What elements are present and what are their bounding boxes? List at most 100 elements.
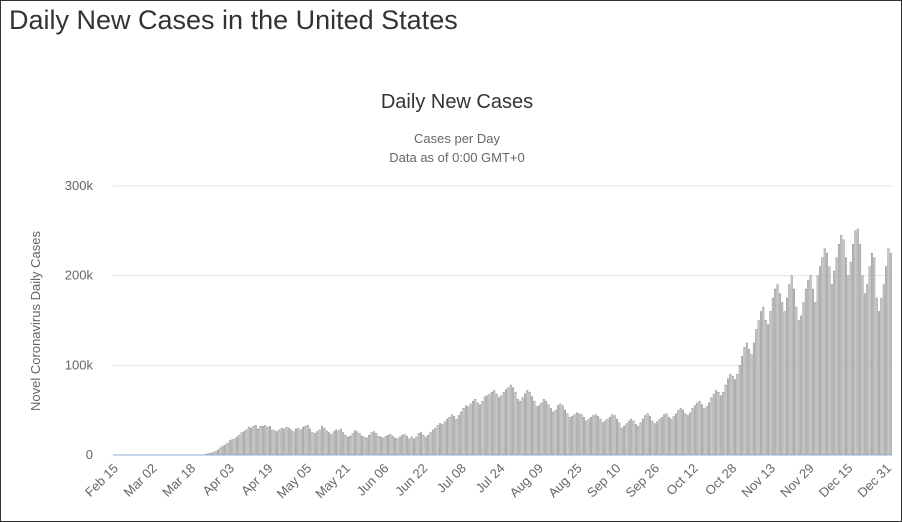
bar[interactable] xyxy=(767,324,770,456)
bar[interactable] xyxy=(365,437,368,456)
bar[interactable] xyxy=(859,243,862,456)
bar[interactable] xyxy=(873,257,876,456)
bar[interactable] xyxy=(483,396,486,456)
bar[interactable] xyxy=(627,420,630,456)
bar[interactable] xyxy=(734,379,736,456)
bar[interactable] xyxy=(502,391,505,456)
bar[interactable] xyxy=(457,415,460,456)
bar[interactable] xyxy=(320,426,323,456)
bar[interactable] xyxy=(821,257,824,456)
bar[interactable] xyxy=(594,414,597,456)
bar[interactable] xyxy=(705,406,708,456)
bar[interactable] xyxy=(269,426,271,456)
bar[interactable] xyxy=(830,284,833,456)
bar[interactable] xyxy=(625,423,628,456)
bar[interactable] xyxy=(507,387,510,456)
bar[interactable] xyxy=(387,434,389,456)
bar[interactable] xyxy=(523,393,526,456)
bar[interactable] xyxy=(309,428,312,456)
bar[interactable] xyxy=(417,433,420,456)
bar[interactable] xyxy=(771,297,774,456)
bar[interactable] xyxy=(670,418,673,456)
bar[interactable] xyxy=(807,279,810,456)
bar[interactable] xyxy=(597,416,600,456)
bar[interactable] xyxy=(854,230,857,456)
bar[interactable] xyxy=(271,429,274,456)
bar[interactable] xyxy=(837,243,840,456)
bar[interactable] xyxy=(219,447,222,456)
bar[interactable] xyxy=(408,438,411,456)
bar[interactable] xyxy=(361,435,363,456)
bar[interactable] xyxy=(814,302,817,456)
bar[interactable] xyxy=(545,400,548,456)
bar[interactable] xyxy=(719,395,722,456)
bar[interactable] xyxy=(667,417,670,456)
bar[interactable] xyxy=(318,429,321,456)
bar[interactable] xyxy=(441,424,444,456)
bar[interactable] xyxy=(547,404,550,456)
bar[interactable] xyxy=(250,427,253,456)
bar[interactable] xyxy=(752,342,755,456)
bar[interactable] xyxy=(231,439,234,456)
bar[interactable] xyxy=(679,408,682,456)
bar[interactable] xyxy=(710,397,713,456)
bar[interactable] xyxy=(623,426,626,456)
bar[interactable] xyxy=(254,425,257,456)
bar[interactable] xyxy=(316,431,319,456)
bar[interactable] xyxy=(339,428,342,456)
bar[interactable] xyxy=(299,429,302,456)
bar[interactable] xyxy=(358,433,361,456)
bar[interactable] xyxy=(618,422,621,456)
bar[interactable] xyxy=(875,297,878,456)
bar[interactable] xyxy=(554,409,557,456)
bar[interactable] xyxy=(819,266,821,456)
bar[interactable] xyxy=(708,402,711,456)
bar[interactable] xyxy=(703,408,706,456)
bar[interactable] xyxy=(870,252,873,456)
bar[interactable] xyxy=(826,252,829,456)
bar[interactable] xyxy=(217,449,219,456)
bar[interactable] xyxy=(675,413,677,456)
bar[interactable] xyxy=(852,243,854,456)
bar[interactable] xyxy=(686,415,689,456)
bar[interactable] xyxy=(781,302,784,456)
bar[interactable] xyxy=(490,391,493,456)
bar[interactable] xyxy=(410,436,413,456)
bar[interactable] xyxy=(833,270,836,456)
bar[interactable] xyxy=(512,387,515,456)
bar[interactable] xyxy=(302,426,304,456)
bar[interactable] xyxy=(847,275,850,456)
bar[interactable] xyxy=(450,414,453,456)
bar[interactable] xyxy=(656,421,659,456)
bar[interactable] xyxy=(557,405,559,456)
bar[interactable] xyxy=(493,390,496,456)
bar[interactable] xyxy=(611,414,614,456)
bar[interactable] xyxy=(769,311,772,456)
bar[interactable] xyxy=(823,248,826,456)
bar[interactable] xyxy=(332,431,335,456)
bar[interactable] xyxy=(235,436,238,456)
bar[interactable] xyxy=(221,445,224,456)
bar[interactable] xyxy=(382,437,385,456)
bar[interactable] xyxy=(247,426,250,456)
bar[interactable] xyxy=(351,433,354,456)
bar[interactable] xyxy=(637,426,640,456)
bar[interactable] xyxy=(750,354,753,456)
bar[interactable] xyxy=(885,266,888,456)
bar[interactable] xyxy=(861,275,864,456)
bar[interactable] xyxy=(599,418,602,456)
bar[interactable] xyxy=(762,306,765,456)
bar[interactable] xyxy=(443,421,446,456)
bar[interactable] xyxy=(427,434,430,456)
bar[interactable] xyxy=(228,440,231,456)
bar[interactable] xyxy=(764,320,767,456)
bar[interactable] xyxy=(582,417,585,456)
bar[interactable] xyxy=(691,408,694,456)
bar[interactable] xyxy=(405,435,408,456)
bar[interactable] xyxy=(665,413,668,456)
bar[interactable] xyxy=(261,426,264,456)
bar[interactable] xyxy=(866,284,869,456)
bar[interactable] xyxy=(287,427,290,456)
bar[interactable] xyxy=(434,427,437,456)
bar[interactable] xyxy=(238,434,241,456)
